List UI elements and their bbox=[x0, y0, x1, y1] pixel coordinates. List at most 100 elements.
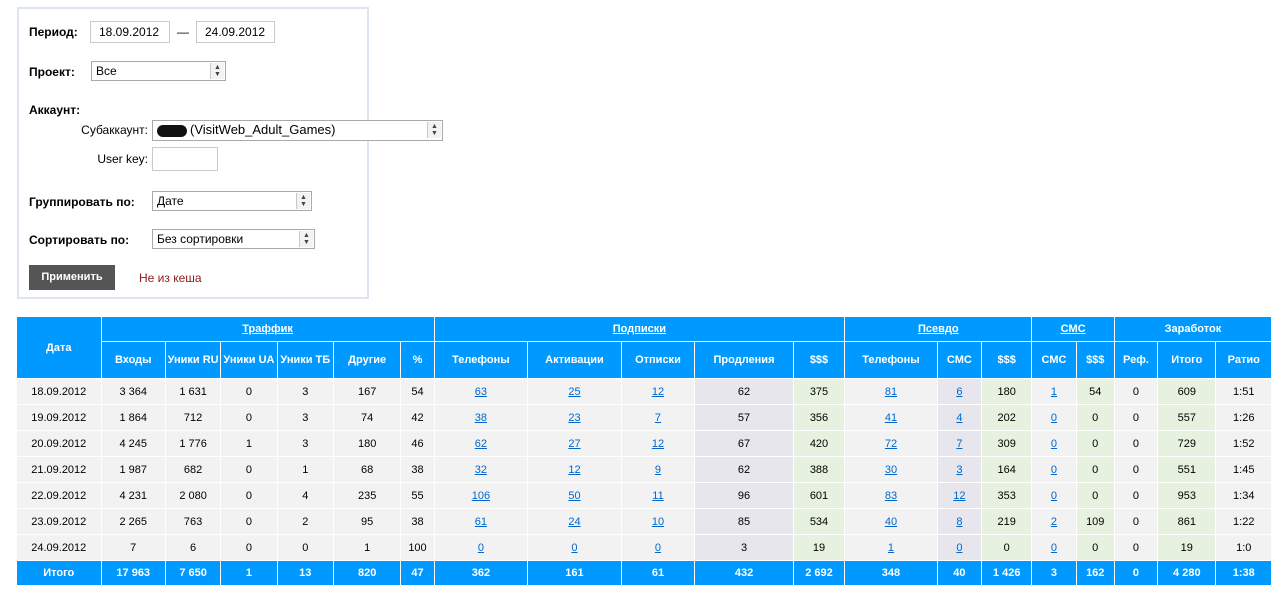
cell-date: 24.09.2012 bbox=[16, 534, 102, 561]
cell-visits: 2 265 bbox=[100, 508, 166, 535]
userkey-input[interactable] bbox=[152, 147, 218, 171]
cell-link[interactable]: 6 bbox=[956, 385, 963, 398]
cell-link[interactable]: 8 bbox=[956, 515, 963, 528]
cell-activations: 24 bbox=[527, 508, 622, 535]
cell-percent: 38 bbox=[400, 508, 435, 535]
total-activations: 161 bbox=[527, 560, 622, 586]
group-header-traffic[interactable]: Траффик bbox=[100, 316, 435, 342]
date-from-field[interactable]: 18.09.2012 bbox=[90, 21, 170, 43]
cell-ref: 0 bbox=[1113, 534, 1159, 561]
cell-date: 19.09.2012 bbox=[16, 404, 102, 431]
cell-sms-count: 1 bbox=[1031, 378, 1077, 405]
group-header-pseudo[interactable]: Псевдо bbox=[844, 316, 1033, 342]
cell-pseudo-phones: 83 bbox=[844, 482, 938, 509]
cell-link[interactable]: 9 bbox=[654, 463, 662, 476]
cell-sms-money: 0 bbox=[1075, 534, 1115, 561]
cell-sub-phones: 32 bbox=[433, 456, 529, 483]
col-pseudo-phones: Телефоны bbox=[844, 341, 938, 379]
cell-link[interactable]: 4 bbox=[956, 411, 963, 424]
cell-link[interactable]: 12 bbox=[568, 463, 581, 476]
cell-uniques-ru: 2 080 bbox=[164, 482, 222, 509]
cell-link[interactable]: 0 bbox=[477, 541, 484, 554]
cell-date: 20.09.2012 bbox=[16, 430, 102, 457]
cell-link[interactable]: 3 bbox=[956, 463, 963, 476]
cell-link[interactable]: 27 bbox=[568, 437, 581, 450]
cell-link[interactable]: 83 bbox=[884, 489, 898, 502]
cell-link[interactable]: 24 bbox=[568, 515, 581, 528]
cell-link[interactable]: 38 bbox=[474, 411, 487, 424]
cell-link[interactable]: 32 bbox=[474, 463, 487, 476]
cell-ref: 0 bbox=[1113, 508, 1159, 535]
cell-link[interactable]: 12 bbox=[953, 489, 966, 502]
cell-sub-money: 534 bbox=[792, 508, 846, 535]
cell-link[interactable]: 25 bbox=[568, 385, 581, 398]
cell-sms-money: 0 bbox=[1075, 404, 1115, 431]
cell-pseudo-sms: 4 bbox=[936, 404, 983, 431]
cell-link[interactable]: 62 bbox=[474, 437, 487, 450]
cell-uniques-ru: 712 bbox=[164, 404, 222, 431]
cell-link[interactable]: 30 bbox=[884, 463, 898, 476]
cell-ref: 0 bbox=[1113, 378, 1159, 405]
cell-visits: 4 231 bbox=[100, 482, 166, 509]
cell-link[interactable]: 106 bbox=[471, 489, 491, 502]
cell-link[interactable]: 81 bbox=[884, 385, 898, 398]
cell-link[interactable]: 0 bbox=[1050, 463, 1058, 476]
cell-link[interactable]: 2 bbox=[1050, 515, 1058, 528]
subaccount-select[interactable]: (VisitWeb_Adult_Games) ▲ ▼ bbox=[152, 120, 443, 141]
cell-link[interactable]: 0 bbox=[1050, 489, 1058, 502]
header-date: Дата bbox=[16, 316, 102, 379]
cell-link[interactable]: 61 bbox=[474, 515, 487, 528]
cell-sub-money: 388 bbox=[792, 456, 846, 483]
cell-link[interactable]: 23 bbox=[568, 411, 581, 424]
cell-pseudo-sms: 12 bbox=[936, 482, 983, 509]
cell-link[interactable]: 0 bbox=[654, 541, 662, 554]
cell-link[interactable]: 12 bbox=[651, 385, 665, 398]
cell-renewals: 67 bbox=[694, 430, 794, 457]
project-select[interactable]: Все ▲ ▼ bbox=[91, 61, 226, 81]
cell-link[interactable]: 50 bbox=[568, 489, 581, 502]
cell-sms-money: 109 bbox=[1075, 508, 1115, 535]
cell-sub-phones: 38 bbox=[433, 404, 529, 431]
cell-link[interactable]: 72 bbox=[884, 437, 898, 450]
cell-link[interactable]: 41 bbox=[884, 411, 898, 424]
total-unsubscribes: 61 bbox=[620, 560, 696, 586]
col-ref: Реф. bbox=[1113, 341, 1159, 379]
total-ref: 0 bbox=[1113, 560, 1159, 586]
cell-uniques-ua: 0 bbox=[220, 456, 278, 483]
cell-link[interactable]: 1 bbox=[1050, 385, 1058, 398]
cell-link[interactable]: 40 bbox=[884, 515, 898, 528]
cell-link[interactable]: 11 bbox=[652, 489, 664, 502]
cell-sub-phones: 106 bbox=[433, 482, 529, 509]
cell-link[interactable]: 12 bbox=[651, 437, 665, 450]
cell-link[interactable]: 10 bbox=[651, 515, 665, 528]
group-header-earnings: Заработок bbox=[1113, 316, 1273, 342]
col-sub-phones: Телефоны bbox=[433, 341, 529, 379]
cell-link[interactable]: 1 bbox=[887, 541, 895, 554]
sort-by-select[interactable]: Без сортировки ▲ ▼ bbox=[152, 229, 315, 249]
cell-link[interactable]: 0 bbox=[1050, 541, 1058, 554]
cell-pseudo-money: 164 bbox=[981, 456, 1033, 483]
group-header-subscriptions[interactable]: Подписки bbox=[433, 316, 846, 342]
cache-status: Не из кеша bbox=[139, 271, 202, 285]
cell-others: 180 bbox=[332, 430, 402, 457]
col-uniques-ru: Уники RU bbox=[164, 341, 222, 379]
col-ratio: Ратио bbox=[1215, 341, 1272, 379]
cell-ref: 0 bbox=[1113, 404, 1159, 431]
col-sms-money: $$$ bbox=[1075, 341, 1115, 379]
cell-link[interactable]: 7 bbox=[654, 411, 662, 424]
cell-link[interactable]: 0 bbox=[956, 541, 963, 554]
table-row: 22.09.2012 4 231 2 080 0 4 235 55 106 50 11 96 601 8… bbox=[16, 482, 1272, 509]
cell-link[interactable]: 0 bbox=[571, 541, 578, 554]
cell-link[interactable]: 0 bbox=[1050, 411, 1058, 424]
apply-button[interactable]: Применить bbox=[29, 265, 115, 290]
group-header-sms[interactable]: СМС bbox=[1031, 316, 1115, 342]
cell-link[interactable]: 7 bbox=[956, 437, 963, 450]
total-total: 4 280 bbox=[1157, 560, 1217, 586]
group-by-select[interactable]: Дате ▲ ▼ bbox=[152, 191, 312, 211]
cell-link[interactable]: 0 bbox=[1050, 437, 1058, 450]
date-to-field[interactable]: 24.09.2012 bbox=[196, 21, 275, 43]
cell-total: 953 bbox=[1157, 482, 1217, 509]
cell-unsubscribes: 12 bbox=[620, 378, 696, 405]
select-arrows-icon: ▲ ▼ bbox=[296, 193, 310, 209]
cell-link[interactable]: 63 bbox=[474, 385, 487, 398]
